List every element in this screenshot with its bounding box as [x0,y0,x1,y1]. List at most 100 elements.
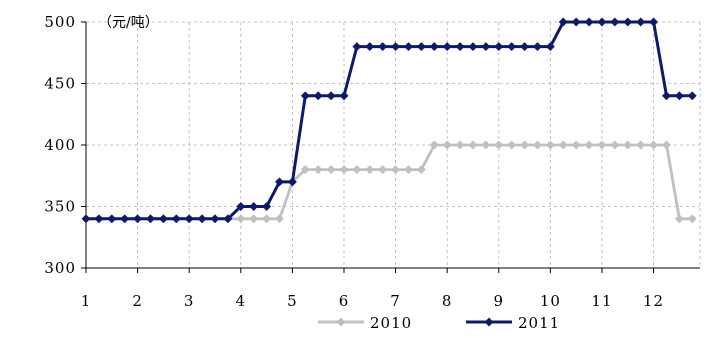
x-tick-label: 11 [591,292,612,310]
data-point [352,165,362,175]
data-point [416,165,426,175]
data-point [287,177,297,187]
legend-item-2010: 2010 [318,314,412,332]
data-point [636,140,646,150]
data-point [365,42,375,52]
y-tick-label: 450 [44,75,76,93]
legend-label: 2011 [518,314,560,332]
data-point [365,165,375,175]
data-point [687,91,697,101]
legend: 2010 2011 [318,314,560,332]
x-tick-label: 1 [81,292,92,310]
data-point [120,214,130,224]
series-2010 [81,140,697,224]
data-point [481,42,491,52]
y-tick-label: 350 [44,198,76,216]
data-point [468,140,478,150]
data-point [197,214,207,224]
data-point [532,140,543,150]
data-point [145,214,156,224]
data-point [584,140,594,150]
x-tick-label: 5 [287,292,298,310]
y-tick-label: 400 [44,136,76,154]
x-tick-label: 3 [184,292,195,310]
data-point [313,165,323,175]
data-point [107,214,117,224]
data-point [416,42,426,52]
data-point [184,214,194,224]
data-point [94,214,104,224]
data-point [262,201,272,212]
data-point [494,42,504,52]
data-point [520,42,530,52]
unit-label: （元/吨） [98,15,159,31]
data-point [133,214,143,224]
data-point [545,140,555,150]
data-point [249,214,259,224]
y-tick-label: 500 [44,13,76,31]
data-point [532,42,543,52]
data-point [661,140,672,150]
data-point [442,140,452,150]
data-point [339,165,349,175]
x-tick-label: 9 [493,292,504,310]
data-point [158,214,168,224]
data-point [274,214,285,224]
data-point [610,140,620,150]
data-point [274,177,285,187]
data-point [674,91,684,101]
data-point [391,165,401,175]
data-point [558,17,568,27]
data-point [597,140,607,150]
data-point [558,140,568,150]
data-point [352,42,362,52]
data-point [326,165,336,175]
data-point [597,17,607,27]
data-point [262,214,272,224]
x-tick-label: 7 [390,292,401,310]
data-point [378,165,388,175]
data-point [81,214,91,224]
legend-label: 2010 [370,314,412,332]
data-point [481,140,491,150]
legend-marker [484,317,494,327]
data-point [249,201,259,212]
data-point [455,42,465,52]
y-tick-labels: 300 350 400 450 500 [44,13,76,277]
data-point [507,140,517,150]
x-tick-labels: 1 2 3 4 5 6 7 8 9 10 11 12 [81,292,664,310]
data-point [300,91,310,101]
data-point [623,17,633,27]
data-point [171,214,181,224]
data-point [610,17,620,27]
data-point [391,42,401,52]
x-tick-label: 12 [643,292,664,310]
data-point [623,140,633,150]
data-point [545,42,555,52]
data-point [571,17,581,27]
data-point [442,42,452,52]
data-point [236,201,246,212]
data-point [223,214,233,224]
data-point [403,165,414,175]
data-point [649,140,659,150]
data-point [661,91,672,101]
data-point [429,42,439,52]
data-point [339,91,349,101]
series-2011 [81,17,697,224]
y-tick-label: 300 [44,259,76,277]
series-line-2011 [86,20,693,221]
data-point [300,165,310,175]
data-point [403,42,414,52]
data-point [674,214,684,224]
data-point [571,140,581,150]
data-point [313,91,323,101]
data-point [507,42,517,52]
data-point [455,140,465,150]
legend-marker [336,317,346,327]
data-point [429,140,439,150]
x-tick-label: 8 [442,292,453,310]
series [81,17,697,224]
x-tick-label: 6 [339,292,350,310]
